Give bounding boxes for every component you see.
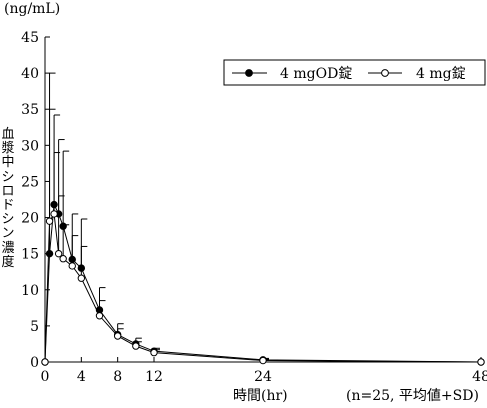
y-tick-label: 15 (21, 247, 39, 263)
data-point-1 (113, 332, 122, 340)
series-lines (44, 202, 482, 363)
data-point-1 (477, 358, 485, 366)
legend-label-0: 4 mgOD錠 (280, 66, 352, 82)
series-line-0 (44, 202, 482, 363)
y-tick-label: 0 (30, 355, 39, 371)
y-tick-label: 40 (21, 66, 39, 82)
legend-marker-0 (245, 69, 253, 77)
y-axis-label: 血漿中シロドシン濃度 (1, 127, 15, 270)
x-tick-label: 48 (472, 369, 487, 385)
error-bars (49, 72, 269, 361)
data-point-0 (45, 249, 54, 258)
y-tick-label: 20 (21, 211, 39, 227)
y-tick-label: 10 (21, 283, 39, 299)
data-point-0 (59, 222, 67, 230)
data-point-1 (50, 210, 58, 218)
data-point-0 (77, 264, 86, 272)
legend-label-1: 4 mg錠 (416, 66, 466, 82)
x-tick-label: 8 (113, 369, 122, 385)
data-point-1 (41, 358, 49, 366)
data-point-1 (259, 356, 267, 365)
data-point-0 (68, 255, 76, 264)
data-point-0 (50, 200, 58, 209)
data-point-1 (59, 255, 67, 263)
legend: 4 mgOD錠 4 mg錠 (223, 59, 486, 86)
y-tick-label: 35 (21, 102, 39, 118)
x-axis-label: 時間(hr) (233, 388, 288, 404)
data-point-1 (45, 217, 54, 225)
series-line-1 (44, 212, 482, 363)
y-unit-label: (ng/mL) (4, 1, 61, 17)
data-point-1 (68, 262, 76, 270)
data-point-1 (95, 312, 104, 320)
x-tick-label: 12 (145, 369, 163, 385)
y-tick-label: 25 (21, 174, 39, 190)
y-tick-label: 45 (21, 30, 39, 46)
x-tick-label: 24 (254, 369, 272, 385)
data-point-1 (77, 274, 86, 282)
sample-note: (n=25, 平均値+SD) (346, 388, 479, 404)
x-tick-label: 4 (77, 369, 86, 385)
data-point-1 (150, 348, 158, 357)
series-markers (41, 200, 485, 366)
legend-marker-1 (381, 69, 389, 77)
x-tick-label: 0 (41, 369, 50, 385)
data-point-1 (54, 249, 63, 258)
y-tick-label: 30 (21, 138, 39, 154)
y-tick-label: 5 (30, 319, 39, 335)
data-point-1 (132, 342, 140, 350)
legend-box (223, 59, 486, 86)
